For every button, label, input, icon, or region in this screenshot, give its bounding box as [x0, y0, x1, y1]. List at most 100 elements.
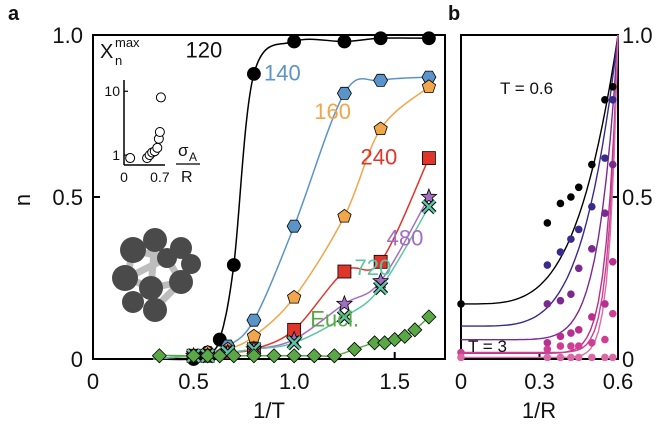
panel-b-annotation-top: T = 0.6: [500, 79, 553, 98]
data-point: [397, 328, 413, 344]
panel-a-fit-curves: [152, 37, 430, 361]
fit-curve: [461, 34, 619, 359]
data-point: [574, 225, 583, 234]
data-point: [588, 313, 596, 321]
data-point: [543, 353, 552, 362]
data-point: [588, 160, 596, 169]
series-label: 160: [314, 99, 351, 124]
panel-a-series-labels: 120 140 160 240 480 720 Eucl.: [186, 38, 424, 332]
inset-ticks: 0 0.7 1 10: [104, 83, 169, 185]
inset-y-label-sup: max: [115, 35, 140, 50]
data-point: [286, 348, 302, 364]
data-point: [588, 245, 596, 253]
data-point: [286, 335, 302, 351]
data-point: [556, 296, 565, 305]
panel-b-x-tick-label: 0.3: [524, 369, 555, 394]
data-point: [601, 335, 609, 344]
data-point: [226, 258, 241, 272]
data-point: [556, 248, 565, 256]
panel-a-x-tick-label: 0: [87, 369, 99, 394]
inset-markers: [125, 92, 166, 164]
data-point: [588, 353, 596, 362]
data-point: [373, 31, 388, 46]
inset-y-label-sub: n: [115, 53, 122, 68]
data-point: [247, 66, 261, 81]
panel-b-y-tick-label: 0: [622, 347, 634, 372]
data-point: [608, 160, 617, 169]
data-point: [287, 34, 302, 49]
data-point: [373, 254, 388, 269]
data-point: [457, 353, 465, 362]
inset-x-tick-label: 0: [120, 169, 128, 185]
inset-x-label-num: σ: [178, 141, 189, 160]
inset-data-point: [152, 142, 163, 153]
data-point: [246, 348, 262, 364]
data-point: [567, 235, 575, 243]
panel-a-y-axis-label: n: [10, 194, 35, 206]
inset-data-point: [155, 92, 166, 103]
panel-a-x-axis-label: 1/T: [253, 398, 285, 423]
data-point: [543, 345, 552, 354]
inset-x-label-den: R: [181, 169, 193, 186]
data-point: [567, 329, 575, 337]
data-point: [407, 322, 423, 338]
data-point: [286, 219, 302, 233]
panel-letter-b: b: [448, 3, 460, 25]
data-point: [556, 332, 565, 341]
data-point: [567, 290, 575, 299]
data-point: [421, 309, 437, 325]
data-point: [567, 342, 575, 350]
data-point: [421, 79, 437, 93]
panel-a: 0 0.5 1.0 1.5 0 0.5 1.0 120 140 160 240 480 720 Eucl…: [10, 23, 446, 423]
panel-b-x-tick-label: 0.6: [603, 369, 634, 394]
data-point: [337, 208, 352, 223]
inset-y-tick-label: 10: [104, 83, 120, 99]
panel-a-y-tick-label: 1.0: [52, 23, 83, 48]
data-point: [601, 209, 609, 217]
data-point: [608, 309, 617, 318]
panel-a-y-tick-label: 0.5: [52, 185, 83, 210]
data-point: [601, 300, 609, 308]
data-point: [346, 341, 363, 357]
panel-b-y-tick-label: 0.5: [622, 185, 653, 210]
panel-a-y-tick-label: 0: [71, 347, 83, 372]
data-point: [212, 348, 228, 364]
data-point: [337, 34, 352, 49]
data-point: [422, 31, 436, 46]
data-point: [266, 348, 282, 364]
data-point: [373, 121, 388, 136]
inset-data-point: [154, 127, 165, 138]
panel-a-x-tick-label: 0.5: [178, 369, 209, 394]
fit-curve: [461, 34, 619, 354]
panel-b-markers: [457, 83, 617, 362]
data-point: [601, 154, 609, 162]
data-point: [420, 187, 438, 205]
data-point: [588, 202, 596, 211]
data-point: [151, 348, 167, 364]
data-point: [556, 199, 565, 208]
data-point: [601, 353, 609, 362]
series-label: 120: [186, 38, 223, 63]
inset-y-label-main: X: [100, 41, 113, 63]
panel-b: 0 0.3 0.600.51.0 T = 0.6 T = 3 1/R: [455, 23, 653, 423]
panel-b-annotation-bottom: T = 3: [468, 337, 507, 356]
data-point: [556, 353, 565, 362]
data-point: [373, 280, 389, 296]
data-point: [601, 96, 609, 104]
data-point: [588, 339, 596, 347]
data-point: [608, 258, 617, 266]
data-point: [574, 342, 583, 350]
series-label: 140: [264, 60, 301, 85]
fit-curve: [461, 34, 619, 354]
data-point: [543, 219, 552, 227]
inset-data-point: [125, 153, 136, 164]
data-point: [336, 86, 352, 100]
inset-x-tick-label: 0.7: [150, 169, 170, 185]
data-point: [574, 264, 583, 273]
data-point: [543, 339, 552, 347]
series-label: 240: [361, 145, 398, 170]
data-point: [608, 83, 617, 91]
cluster-illustration: [112, 228, 201, 322]
data-point: [543, 300, 552, 308]
data-point: [574, 183, 583, 192]
